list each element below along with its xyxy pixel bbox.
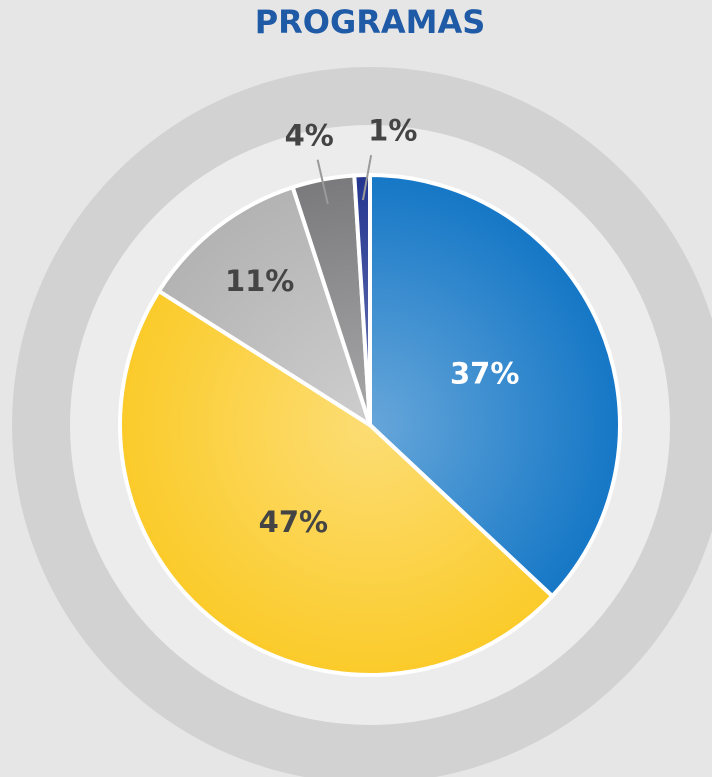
leader-line xyxy=(316,159,329,205)
data-label: 1% xyxy=(368,114,417,148)
leader-line xyxy=(361,154,373,201)
chart-title: PROGRAMAS xyxy=(255,3,486,41)
data-label: 47% xyxy=(259,505,328,539)
data-label: 4% xyxy=(285,119,334,153)
data-label: 11% xyxy=(225,264,294,298)
data-label: 37% xyxy=(450,356,519,390)
